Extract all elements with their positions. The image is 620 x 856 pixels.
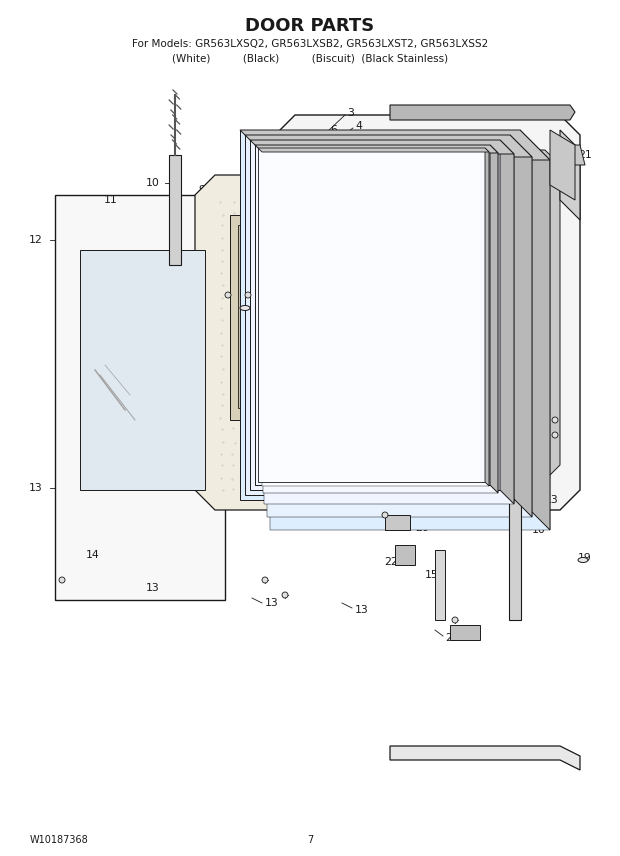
Polygon shape bbox=[240, 130, 550, 160]
Polygon shape bbox=[395, 545, 415, 565]
Circle shape bbox=[452, 617, 458, 623]
Circle shape bbox=[282, 592, 288, 598]
Polygon shape bbox=[550, 130, 575, 200]
Polygon shape bbox=[258, 148, 485, 482]
Text: 19: 19 bbox=[578, 553, 591, 563]
Polygon shape bbox=[300, 150, 560, 480]
Text: 10: 10 bbox=[146, 178, 160, 188]
Polygon shape bbox=[450, 625, 480, 640]
Circle shape bbox=[382, 512, 388, 518]
Polygon shape bbox=[245, 135, 532, 157]
Polygon shape bbox=[510, 135, 532, 517]
Text: 4: 4 bbox=[355, 121, 362, 131]
Text: DOOR PARTS: DOOR PARTS bbox=[246, 17, 374, 35]
Text: 7: 7 bbox=[297, 141, 304, 151]
Text: 6: 6 bbox=[330, 125, 337, 135]
Text: 22: 22 bbox=[384, 557, 398, 567]
Ellipse shape bbox=[240, 306, 250, 311]
Text: (White)          (Black)          (Biscuit)  (Black Stainless): (White) (Black) (Biscuit) (Black Stainle… bbox=[172, 53, 448, 63]
Text: 13: 13 bbox=[146, 583, 160, 593]
Polygon shape bbox=[500, 140, 514, 504]
Circle shape bbox=[262, 577, 268, 583]
Circle shape bbox=[59, 577, 65, 583]
Polygon shape bbox=[270, 160, 550, 530]
Circle shape bbox=[552, 417, 558, 423]
Circle shape bbox=[225, 292, 231, 298]
Polygon shape bbox=[267, 157, 532, 517]
Polygon shape bbox=[250, 140, 500, 490]
Polygon shape bbox=[258, 148, 489, 152]
Polygon shape bbox=[520, 130, 550, 530]
Text: 13: 13 bbox=[545, 495, 559, 505]
Text: 12: 12 bbox=[352, 491, 366, 501]
Text: 13: 13 bbox=[265, 598, 279, 608]
Text: 21: 21 bbox=[445, 633, 459, 643]
Polygon shape bbox=[435, 550, 445, 620]
Polygon shape bbox=[238, 225, 362, 408]
Polygon shape bbox=[255, 145, 498, 153]
Text: 3: 3 bbox=[347, 108, 354, 118]
Polygon shape bbox=[255, 145, 490, 485]
Polygon shape bbox=[264, 154, 514, 504]
Polygon shape bbox=[509, 500, 521, 620]
Polygon shape bbox=[275, 115, 580, 510]
Text: 21: 21 bbox=[578, 150, 591, 160]
Text: 18: 18 bbox=[211, 350, 225, 360]
Text: 13: 13 bbox=[29, 483, 43, 493]
Polygon shape bbox=[55, 195, 225, 600]
Ellipse shape bbox=[578, 557, 588, 562]
Polygon shape bbox=[250, 140, 514, 154]
Text: 14: 14 bbox=[86, 550, 100, 560]
Circle shape bbox=[552, 432, 558, 438]
Polygon shape bbox=[240, 130, 520, 500]
Text: eReplacementParts.com: eReplacementParts.com bbox=[195, 395, 314, 405]
Circle shape bbox=[245, 292, 251, 298]
Text: 2: 2 bbox=[563, 173, 570, 183]
Polygon shape bbox=[230, 215, 370, 420]
Polygon shape bbox=[195, 175, 400, 510]
Polygon shape bbox=[560, 145, 585, 165]
Text: 10: 10 bbox=[532, 525, 546, 535]
Text: 11: 11 bbox=[104, 195, 118, 205]
Text: 1: 1 bbox=[558, 105, 565, 115]
Polygon shape bbox=[385, 515, 410, 530]
Text: 15: 15 bbox=[425, 570, 439, 580]
Text: 13: 13 bbox=[355, 605, 369, 615]
Polygon shape bbox=[169, 155, 181, 265]
Polygon shape bbox=[80, 250, 205, 490]
Polygon shape bbox=[560, 130, 580, 220]
Polygon shape bbox=[262, 152, 489, 486]
Polygon shape bbox=[245, 135, 510, 495]
Text: 8: 8 bbox=[267, 149, 274, 159]
Text: For Models: GR563LXSQ2, GR563LXSB2, GR563LXST2, GR563LXSS2: For Models: GR563LXSQ2, GR563LXSB2, GR56… bbox=[132, 39, 488, 49]
Text: 9: 9 bbox=[198, 185, 205, 195]
Polygon shape bbox=[485, 148, 489, 486]
Text: 19: 19 bbox=[255, 303, 268, 313]
Text: 20: 20 bbox=[415, 523, 429, 533]
Polygon shape bbox=[490, 145, 498, 493]
Polygon shape bbox=[263, 153, 498, 493]
Text: 7: 7 bbox=[307, 835, 313, 845]
Polygon shape bbox=[390, 746, 580, 770]
Text: W10187368: W10187368 bbox=[30, 835, 89, 845]
Polygon shape bbox=[390, 105, 575, 120]
Text: 12: 12 bbox=[29, 235, 43, 245]
Text: 5: 5 bbox=[530, 281, 537, 291]
